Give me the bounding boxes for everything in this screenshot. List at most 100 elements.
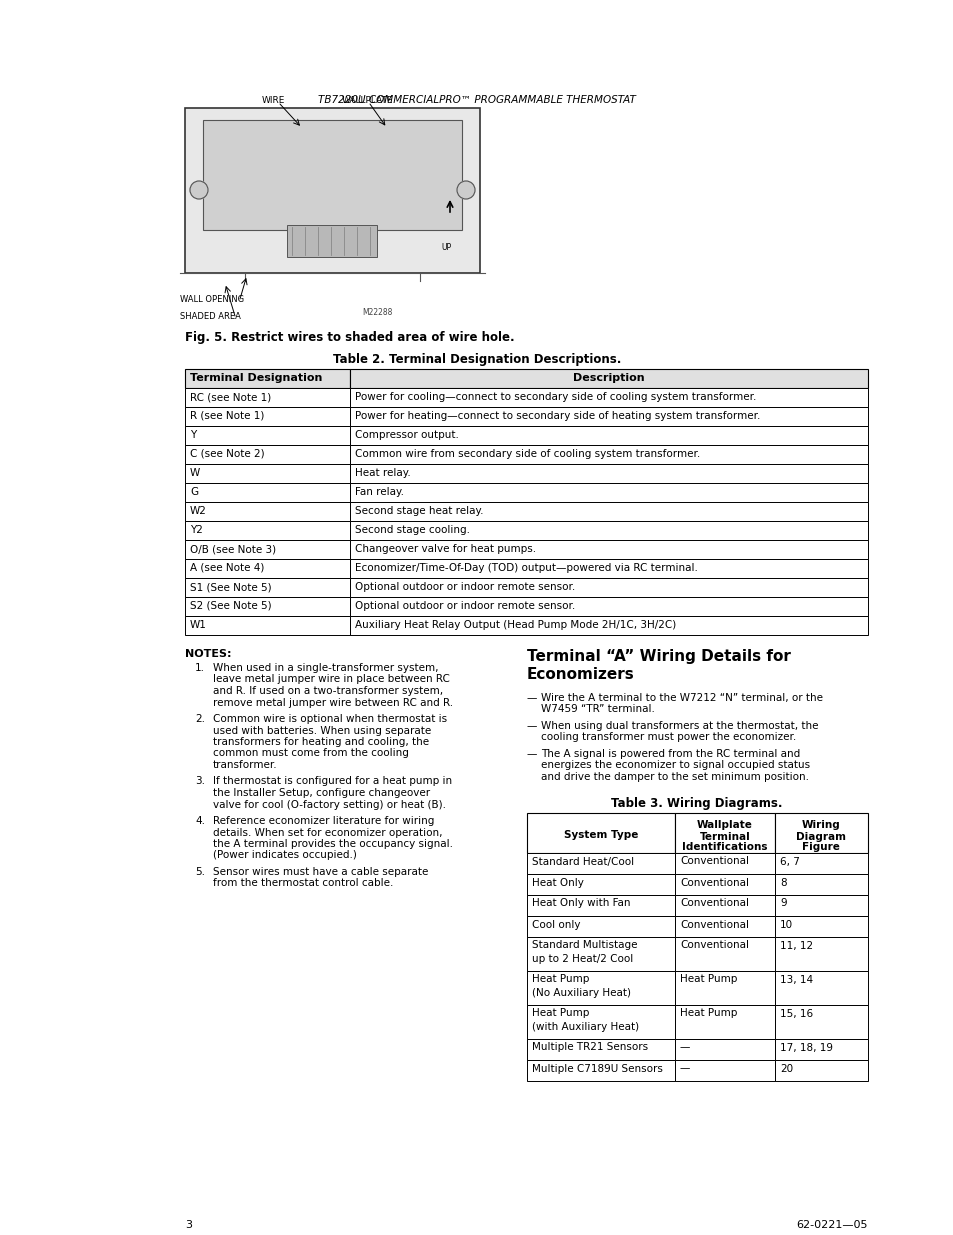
Text: UP: UP — [440, 243, 451, 252]
Text: When used in a single-transformer system,: When used in a single-transformer system… — [213, 663, 438, 673]
Bar — [526, 1060, 675, 1081]
Bar — [350, 426, 867, 445]
Bar — [675, 971, 774, 1004]
Text: M22288: M22288 — [361, 308, 392, 317]
Text: —: — — [526, 721, 537, 731]
Text: Identifications: Identifications — [681, 842, 767, 852]
Text: Heat Only with Fan: Heat Only with Fan — [532, 899, 630, 909]
Text: WIRE: WIRE — [262, 96, 285, 105]
Text: 1.: 1. — [194, 663, 205, 673]
Text: leave metal jumper wire in place between RC: leave metal jumper wire in place between… — [213, 674, 450, 684]
Text: Wire the A terminal to the W7212 “N” terminal, or the: Wire the A terminal to the W7212 “N” ter… — [540, 693, 822, 703]
Text: Changeover valve for heat pumps.: Changeover valve for heat pumps. — [355, 543, 536, 555]
Bar — [350, 369, 867, 388]
Text: and drive the damper to the set minimum position.: and drive the damper to the set minimum … — [540, 772, 808, 782]
Text: W7459 “TR” terminal.: W7459 “TR” terminal. — [540, 704, 654, 715]
Bar — [185, 597, 350, 616]
Bar — [350, 501, 867, 521]
Text: C (see Note 2): C (see Note 2) — [190, 450, 264, 459]
Text: Heat Pump: Heat Pump — [679, 1009, 737, 1019]
Text: 10: 10 — [780, 920, 792, 930]
Text: —: — — [526, 748, 537, 760]
Text: 20: 20 — [780, 1063, 792, 1073]
Bar — [675, 915, 774, 936]
Text: (with Auxiliary Heat): (with Auxiliary Heat) — [532, 1021, 639, 1031]
Bar — [774, 1039, 867, 1060]
Bar — [675, 852, 774, 873]
Text: 3.: 3. — [194, 777, 205, 787]
Bar — [350, 445, 867, 464]
Text: Power for cooling—connect to secondary side of cooling system transformer.: Power for cooling—connect to secondary s… — [355, 391, 756, 403]
Text: Heat Pump: Heat Pump — [532, 1009, 589, 1019]
Text: —: — — [679, 1042, 690, 1052]
Bar — [774, 915, 867, 936]
Bar — [675, 1060, 774, 1081]
Bar — [526, 852, 675, 873]
Text: 3: 3 — [185, 1220, 192, 1230]
Text: Fig. 5. Restrict wires to shaded area of wire hole.: Fig. 5. Restrict wires to shaded area of… — [185, 331, 514, 345]
Bar — [774, 852, 867, 873]
Bar — [185, 388, 350, 408]
Text: S2 (See Note 5): S2 (See Note 5) — [190, 601, 272, 611]
Text: Terminal “A” Wiring Details for: Terminal “A” Wiring Details for — [526, 650, 790, 664]
Text: Cool only: Cool only — [532, 920, 579, 930]
Bar — [185, 578, 350, 597]
Text: WALLPLATE: WALLPLATE — [341, 96, 393, 105]
Bar — [350, 559, 867, 578]
Text: WALL OPENING: WALL OPENING — [180, 295, 244, 304]
Bar — [526, 873, 675, 894]
Text: Heat Pump: Heat Pump — [679, 974, 737, 984]
Bar — [675, 894, 774, 915]
Text: 8: 8 — [780, 878, 786, 888]
Bar — [675, 813, 774, 852]
Text: Economizers: Economizers — [526, 667, 634, 682]
Text: 17, 18, 19: 17, 18, 19 — [780, 1042, 832, 1052]
Text: up to 2 Heat/2 Cool: up to 2 Heat/2 Cool — [532, 953, 633, 963]
Bar — [774, 813, 867, 852]
Text: Description: Description — [573, 373, 644, 383]
Text: G: G — [190, 487, 198, 496]
Text: Conventional: Conventional — [679, 857, 748, 867]
Text: Second stage cooling.: Second stage cooling. — [355, 525, 470, 535]
Bar — [185, 616, 350, 635]
Bar — [185, 501, 350, 521]
Text: Terminal Designation: Terminal Designation — [190, 373, 322, 383]
Text: 13, 14: 13, 14 — [780, 974, 812, 984]
Text: transformer.: transformer. — [213, 760, 277, 769]
Text: 5.: 5. — [194, 867, 205, 877]
Text: (No Auxiliary Heat): (No Auxiliary Heat) — [532, 988, 630, 998]
Text: and R. If used on a two-transformer system,: and R. If used on a two-transformer syst… — [213, 685, 442, 697]
Bar — [350, 408, 867, 426]
Text: Wallplate: Wallplate — [697, 820, 752, 830]
Bar — [350, 578, 867, 597]
Bar — [526, 813, 675, 852]
Text: Heat relay.: Heat relay. — [355, 468, 411, 478]
Bar — [350, 540, 867, 559]
Text: Optional outdoor or indoor remote sensor.: Optional outdoor or indoor remote sensor… — [355, 601, 575, 611]
Text: O/B (see Note 3): O/B (see Note 3) — [190, 543, 275, 555]
Bar — [185, 408, 350, 426]
Text: transformers for heating and cooling, the: transformers for heating and cooling, th… — [213, 737, 429, 747]
Text: Standard Heat/Cool: Standard Heat/Cool — [532, 857, 634, 867]
Bar — [185, 107, 479, 273]
Text: 15, 16: 15, 16 — [780, 1009, 812, 1019]
Text: W1: W1 — [190, 620, 207, 630]
Bar — [185, 369, 350, 388]
Text: the Installer Setup, configure changeover: the Installer Setup, configure changeove… — [213, 788, 430, 798]
Text: A (see Note 4): A (see Note 4) — [190, 563, 264, 573]
Text: NOTES:: NOTES: — [185, 650, 232, 659]
Text: from the thermostat control cable.: from the thermostat control cable. — [213, 878, 393, 888]
Bar — [350, 616, 867, 635]
Text: Economizer/Time-Of-Day (TOD) output—powered via RC terminal.: Economizer/Time-Of-Day (TOD) output—powe… — [355, 563, 698, 573]
Bar — [526, 915, 675, 936]
Text: 9: 9 — [780, 899, 786, 909]
Text: Reference economizer literature for wiring: Reference economizer literature for wiri… — [213, 816, 434, 826]
Text: If thermostat is configured for a heat pump in: If thermostat is configured for a heat p… — [213, 777, 452, 787]
Text: details. When set for economizer operation,: details. When set for economizer operati… — [213, 827, 442, 837]
Bar — [675, 1039, 774, 1060]
Text: W2: W2 — [190, 506, 207, 516]
Text: R (see Note 1): R (see Note 1) — [190, 411, 264, 421]
Text: Sensor wires must have a cable separate: Sensor wires must have a cable separate — [213, 867, 428, 877]
Bar — [675, 873, 774, 894]
Text: Compressor output.: Compressor output. — [355, 430, 458, 440]
